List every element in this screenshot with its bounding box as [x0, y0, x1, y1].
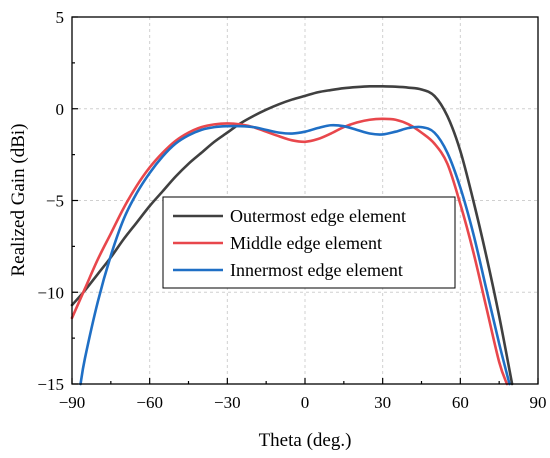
series-outermost	[70, 84, 514, 386]
legend-entry-outermost: Outermost edge element	[173, 206, 406, 226]
x-tick-label: 30	[374, 393, 391, 412]
y-tick-label: 5	[56, 8, 65, 27]
y-axis-label: Realized Gain (dBi)	[8, 123, 29, 276]
legend: Outermost edge element Middle edge eleme…	[162, 196, 456, 289]
legend-entry-innermost: Innermost edge element	[173, 260, 403, 280]
legend-label-outermost: Outermost edge element	[230, 206, 406, 226]
x-tick-label: −90	[59, 393, 86, 412]
tick-labels: −90 −60 −30 0 30 60 90 5 0 −5 −10 −15	[37, 8, 546, 412]
x-tick-label: 0	[301, 393, 310, 412]
y-tick-label: 0	[56, 100, 65, 119]
x-tick-label: −60	[136, 393, 163, 412]
y-tick-label: −5	[46, 192, 64, 211]
legend-label-innermost: Innermost edge element	[230, 260, 403, 280]
y-tick-label: −15	[37, 375, 64, 394]
x-tick-label: −30	[214, 393, 241, 412]
series-layer	[70, 84, 514, 386]
ticks	[71, 16, 539, 385]
series-middle	[70, 117, 509, 386]
series-innermost	[79, 123, 511, 386]
y-tick-label: −10	[37, 283, 64, 302]
x-tick-label: 60	[452, 393, 469, 412]
legend-label-middle: Middle edge element	[230, 233, 382, 253]
x-axis-label: Theta (deg.)	[259, 430, 352, 451]
legend-entry-middle: Middle edge element	[173, 233, 382, 253]
x-tick-label: 90	[530, 393, 547, 412]
grid	[72, 17, 538, 384]
